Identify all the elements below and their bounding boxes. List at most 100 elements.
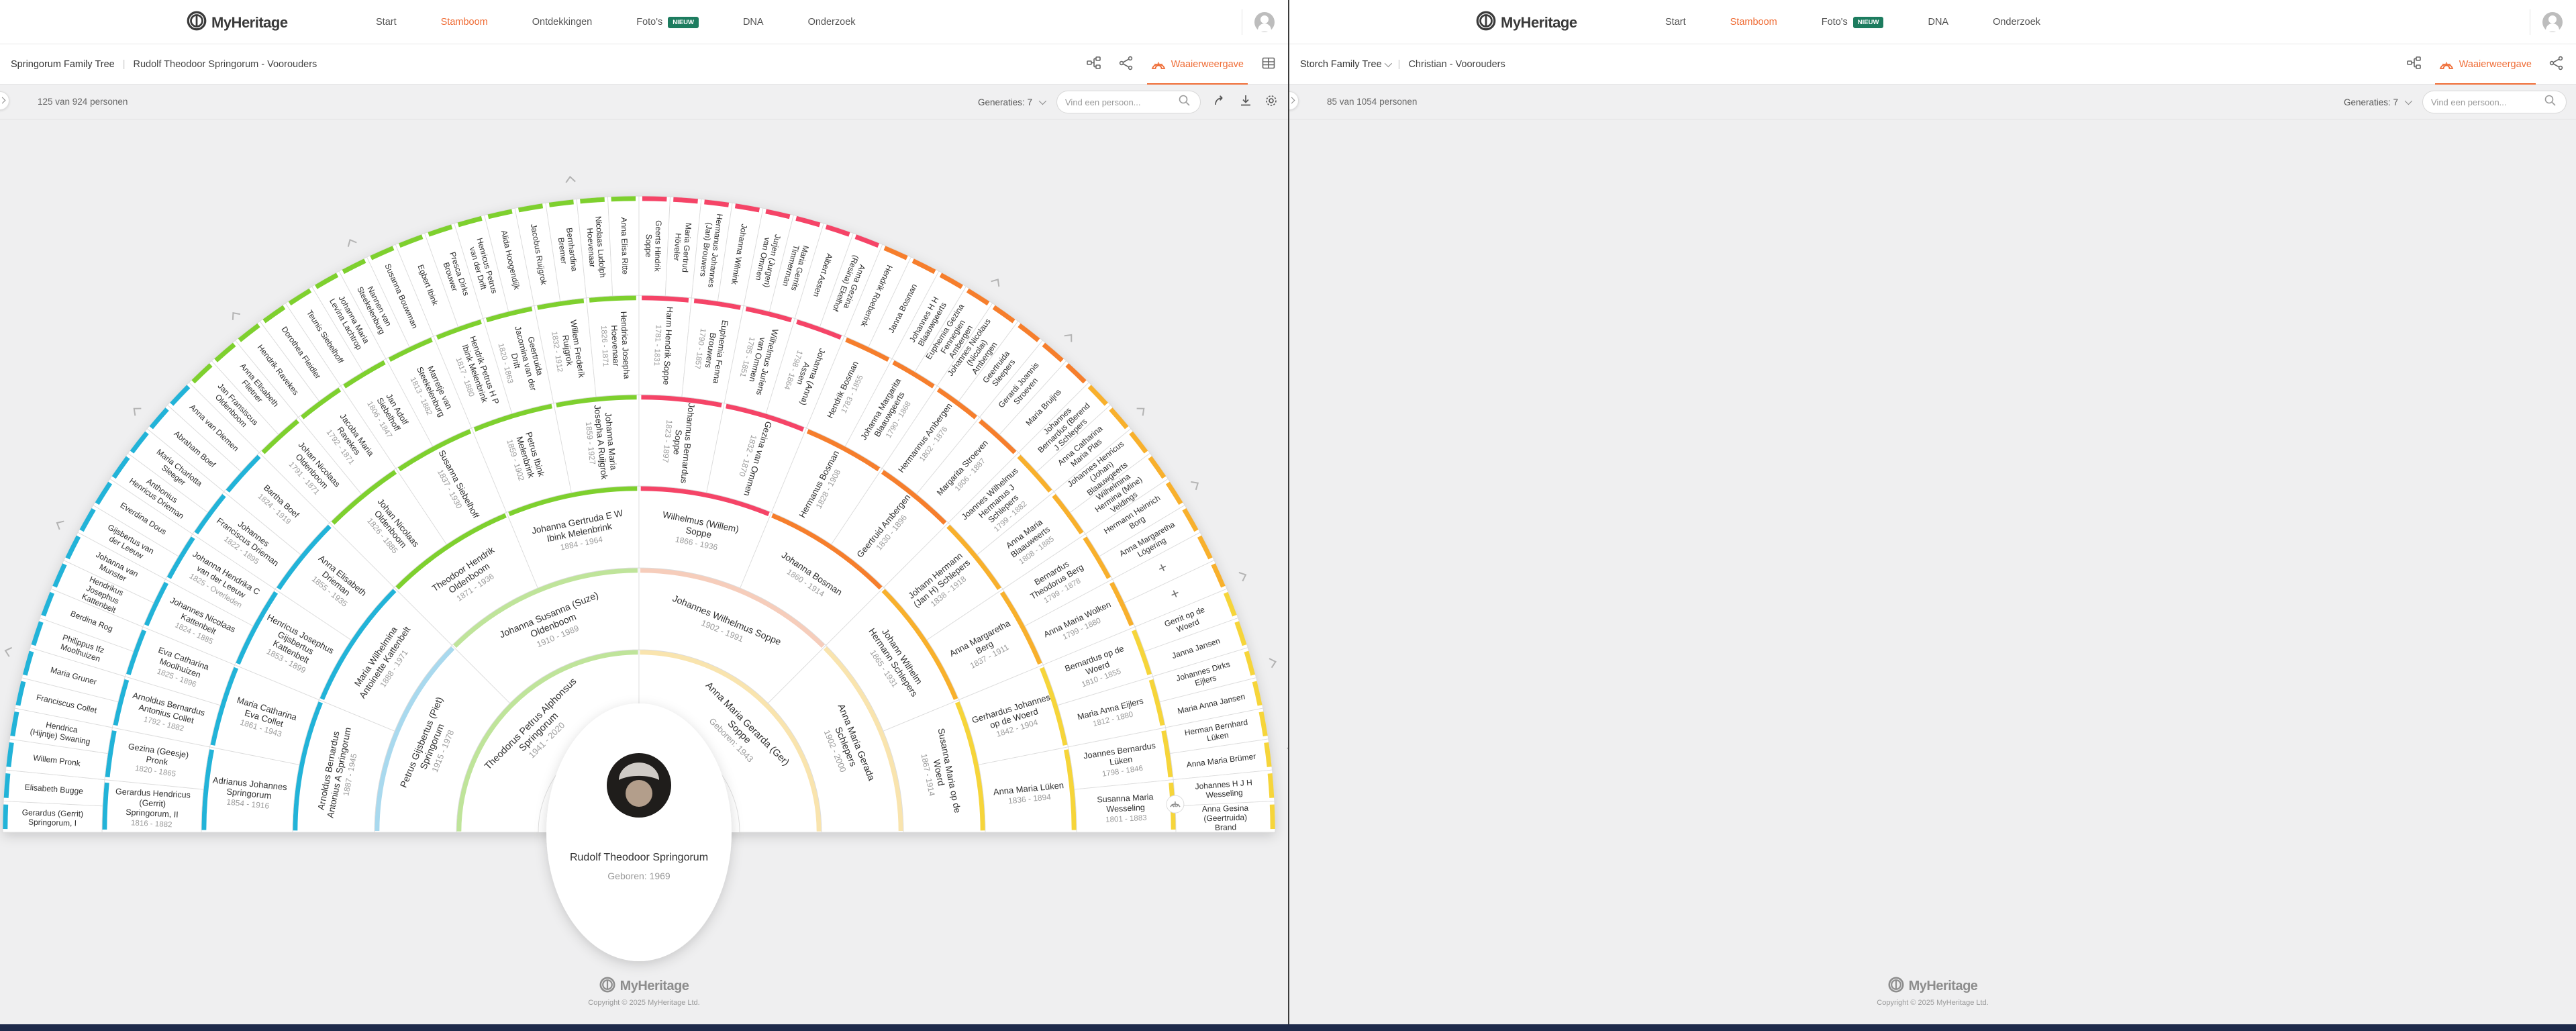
generations-select[interactable]: Generaties: 7: [978, 97, 1047, 107]
collapse-panel-button[interactable]: [0, 91, 9, 110]
expand-branch-arrow[interactable]: [1136, 405, 1147, 416]
expand-branch-arrow[interactable]: [55, 519, 64, 530]
search-person-box[interactable]: [1056, 91, 1201, 113]
fan-segment-empty[interactable]: +: [1124, 560, 1228, 628]
center-person[interactable]: Rudolf Theodoor Springorum Geboren: 1969: [546, 703, 732, 961]
search-input[interactable]: [1065, 97, 1173, 107]
fan-segment[interactable]: Gerardus Hendricus(Gerrit)Springorum, II…: [101, 779, 204, 833]
myheritage-logo[interactable]: MyHeritage: [1476, 11, 1577, 34]
download-button[interactable]: [1238, 93, 1253, 111]
viewtab-network[interactable]: [2549, 44, 2564, 85]
expand-branch-arrow[interactable]: [1191, 479, 1200, 491]
nav-item-start[interactable]: Start: [1665, 17, 1686, 28]
nav-item-stamboom[interactable]: Stamboom: [1730, 17, 1777, 28]
viewtab-pedigree[interactable]: [2406, 44, 2422, 85]
expand-branch-arrow[interactable]: [991, 277, 1002, 287]
fan-segment[interactable]: Albert Assen: [794, 223, 854, 328]
fan-segment[interactable]: Jurjen (Jurgen)van Ommen: [743, 207, 794, 312]
fan-segment[interactable]: Hermanus Johannes(Jan) Brouwers: [691, 199, 733, 302]
viewtab-pedigree[interactable]: [1086, 44, 1101, 85]
viewtab-grid[interactable]: [1261, 44, 1276, 85]
expand-branch-arrow[interactable]: [4, 646, 13, 657]
expand-branch-arrow[interactable]: [1064, 332, 1075, 342]
fan-segment[interactable]: Alida Hoogendijk: [484, 207, 535, 312]
expand-branch-arrow[interactable]: [1269, 657, 1277, 669]
nav-item-dna[interactable]: DNA: [1928, 17, 1949, 28]
myheritage-logo[interactable]: MyHeritage: [187, 11, 288, 34]
settings-button[interactable]: [1264, 93, 1279, 111]
fan-segment[interactable]: Franciscus Collet: [14, 677, 119, 728]
viewtab-fan[interactable]: Waaierweergave: [1146, 44, 1248, 85]
hint-icon[interactable]: [1166, 795, 1185, 814]
fan-segment[interactable]: Anna Elisa Ritte: [607, 195, 640, 297]
nav-item-fotos[interactable]: Foto's NIEUW: [1822, 16, 1884, 28]
fan-segment[interactable]: Teunis Siebelhoff: [285, 286, 364, 387]
collapse-panel-button[interactable]: [1289, 91, 1299, 110]
fan-segment[interactable]: Jacobus Ruijgrok: [514, 202, 561, 306]
fan-segment[interactable]: Willem Pronk: [5, 738, 109, 781]
fan-segment[interactable]: Hendrica(Hijntje) Swaning: [9, 707, 113, 754]
fan-segment[interactable]: Maria Bruijns: [999, 360, 1089, 453]
fan-segment[interactable]: Maria Anna Jansen: [1159, 677, 1264, 728]
fan-segment[interactable]: Gerardus (Gerrit)Springorum, I: [2, 801, 103, 833]
search-person-box[interactable]: [2422, 91, 2567, 113]
nav-item-start[interactable]: Start: [376, 17, 397, 28]
nav-item-stamboom[interactable]: Stamboom: [440, 17, 488, 28]
viewtab-fan[interactable]: Waaierweergave: [2434, 44, 2536, 85]
tree-name[interactable]: Springorum Family Tree: [11, 59, 115, 70]
nav-item-ontdekkingen[interactable]: Ontdekkingen: [532, 17, 593, 28]
fan-segment[interactable]: Janna Jansen: [1144, 618, 1248, 677]
fan-segment[interactable]: Egbert Ibink: [395, 232, 459, 337]
expand-branch-arrow[interactable]: [565, 175, 576, 183]
fan-segment[interactable]: Berdina Rog: [39, 588, 144, 652]
expand-branch-arrow[interactable]: [1238, 571, 1248, 582]
fan-segment[interactable]: Anna Gezina(Resina) Ekelhof: [819, 232, 883, 337]
fan-segment[interactable]: Johanna Wilmink: [717, 202, 764, 306]
search-input[interactable]: [2431, 97, 2538, 107]
